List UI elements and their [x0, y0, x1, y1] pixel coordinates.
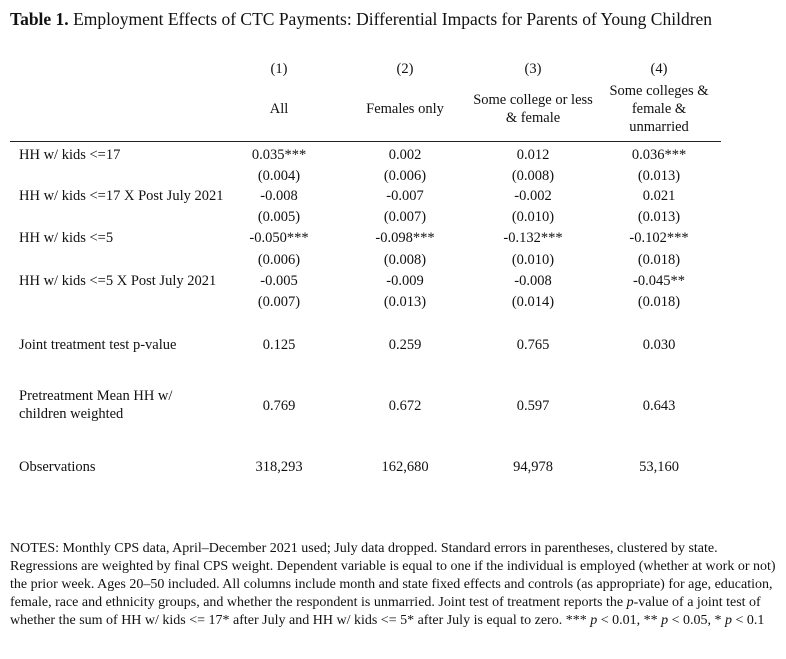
header-rule: [10, 141, 721, 142]
se-cell: (0.006): [257, 252, 301, 268]
row-label-kids5-post: HH w/ kids <=5 X Post July 2021: [19, 273, 217, 289]
se-cell: (0.008): [511, 168, 555, 184]
se-cell: (0.004): [257, 168, 301, 184]
coef-cell: -0.045**: [633, 273, 685, 289]
sig-level: < 0.1: [735, 613, 765, 628]
coef-cell: -0.050***: [249, 230, 309, 246]
notes-text: -value of a joint test of whether the su…: [10, 595, 761, 628]
coef-cell: 0.002: [388, 147, 422, 163]
column-header-1: All: [269, 101, 289, 117]
se-cell: (0.006): [383, 168, 427, 184]
se-cell: (0.010): [511, 252, 555, 268]
coef-cell: -0.005: [260, 273, 298, 289]
stat-cell: 0.125: [262, 337, 296, 353]
column-number-3: (3): [524, 61, 542, 77]
column-header-2: Females only: [366, 101, 444, 117]
row-label-pretreatment-mean: Pretreatment Mean HH w/ children weighte…: [19, 388, 173, 422]
coef-cell: -0.098***: [375, 230, 435, 246]
se-cell: (0.013): [637, 168, 681, 184]
se-cell: (0.008): [383, 252, 427, 268]
stat-cell: 53,160: [639, 459, 679, 475]
coef-cell: -0.102***: [629, 230, 689, 246]
stat-cell: 0.259: [388, 337, 422, 353]
column-header-3: Some college or less & female: [473, 92, 593, 126]
column-number-4: (4): [650, 61, 668, 77]
table-notes: NOTES: Monthly CPS data, April–December …: [10, 540, 780, 630]
column-number-1: (1): [270, 61, 288, 77]
coef-cell: -0.008: [260, 188, 298, 204]
table-title-text: Employment Effects of CTC Payments: Diff…: [73, 9, 713, 29]
p-symbol: p: [725, 613, 733, 628]
stat-cell: 162,680: [381, 459, 429, 475]
coef-cell: -0.132***: [503, 230, 563, 246]
stat-cell: 0.672: [388, 398, 422, 414]
coef-cell: 0.012: [516, 147, 550, 163]
stat-cell: 94,978: [513, 459, 553, 475]
coef-cell: -0.007: [386, 188, 424, 204]
stat-cell: 0.597: [516, 398, 550, 414]
coef-cell: 0.036***: [631, 147, 687, 163]
se-cell: (0.005): [257, 209, 301, 225]
se-cell: (0.014): [511, 294, 555, 310]
sig-level: < 0.05, *: [671, 613, 726, 628]
stat-cell: 318,293: [255, 459, 303, 475]
se-cell: (0.018): [637, 294, 681, 310]
row-label-joint-test: Joint treatment test p-value: [19, 337, 177, 353]
coef-cell: 0.021: [642, 188, 676, 204]
coef-cell: -0.002: [514, 188, 552, 204]
coef-cell: -0.008: [514, 273, 552, 289]
sig-level: < 0.01, **: [600, 613, 662, 628]
coef-cell: 0.035***: [251, 147, 307, 163]
table-title: Table 1. Employment Effects of CTC Payme…: [10, 9, 770, 30]
row-label-kids17: HH w/ kids <=17: [19, 147, 121, 163]
table-label: Table 1.: [10, 9, 69, 29]
stat-cell: 0.769: [262, 398, 296, 414]
se-cell: (0.007): [383, 209, 427, 225]
coef-cell: -0.009: [386, 273, 424, 289]
notes-text: NOTES: Monthly CPS data, April–December …: [10, 541, 776, 610]
row-label-kids5: HH w/ kids <=5: [19, 230, 114, 246]
se-cell: (0.018): [637, 252, 681, 268]
row-label-observations: Observations: [19, 459, 96, 475]
stat-cell: 0.030: [642, 337, 676, 353]
column-header-4: Some colleges & female & unmarried: [609, 83, 709, 135]
se-cell: (0.013): [383, 294, 427, 310]
stat-cell: 0.765: [516, 337, 550, 353]
se-cell: (0.007): [257, 294, 301, 310]
column-number-2: (2): [396, 61, 414, 77]
row-label-kids17-post: HH w/ kids <=17 X Post July 2021: [19, 188, 224, 204]
p-symbol: p: [661, 613, 669, 628]
se-cell: (0.010): [511, 209, 555, 225]
p-symbol: p: [590, 613, 598, 628]
se-cell: (0.013): [637, 209, 681, 225]
stat-cell: 0.643: [642, 398, 676, 414]
p-symbol: p: [626, 595, 634, 610]
